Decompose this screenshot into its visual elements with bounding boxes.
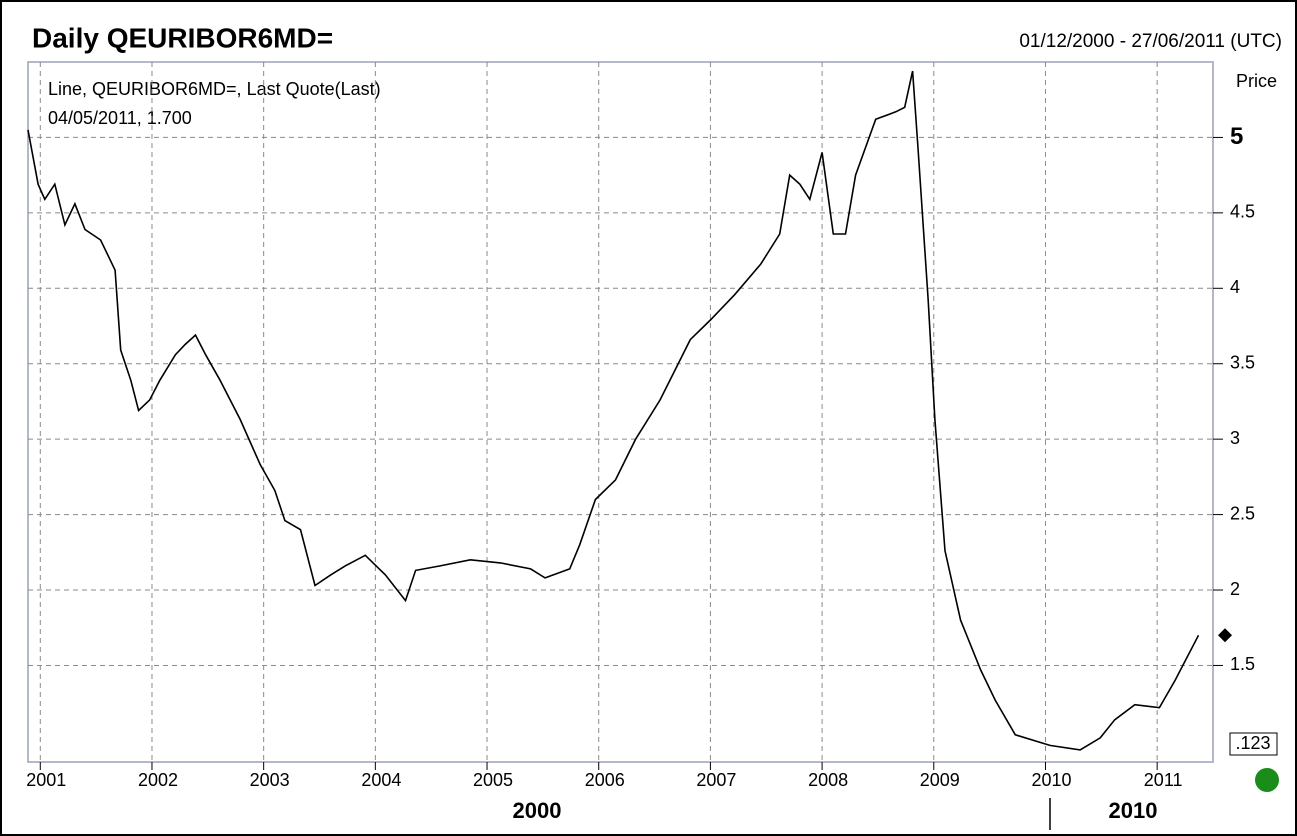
x-tick-label: 2007 bbox=[696, 770, 736, 790]
y-tick-label: 2 bbox=[1230, 579, 1240, 599]
x-tick-label: 2010 bbox=[1031, 770, 1071, 790]
era-label: 2000 bbox=[513, 798, 562, 823]
y-tick-label: 4 bbox=[1230, 277, 1240, 297]
date-range: 01/12/2000 - 27/06/2011 (UTC) bbox=[1019, 31, 1282, 52]
x-tick-label: 2001 bbox=[26, 770, 66, 790]
x-tick-label: 2003 bbox=[250, 770, 290, 790]
last-value-marker bbox=[1218, 628, 1232, 643]
chart-title: Daily QEURIBOR6MD= bbox=[32, 22, 333, 53]
y-tick-label: 5 bbox=[1230, 123, 1243, 150]
marker-box bbox=[1229, 732, 1278, 756]
plot-area bbox=[27, 61, 1214, 763]
x-tick-label: 2002 bbox=[138, 770, 178, 790]
y-tick-label: 4.5 bbox=[1230, 202, 1255, 222]
y-tick-label: 1.5 bbox=[1230, 654, 1255, 674]
x-tick-label: 2006 bbox=[585, 770, 625, 790]
legend-text: Line, QEURIBOR6MD=, Last Quote(Last) bbox=[48, 79, 381, 99]
era-label: 2010 bbox=[1109, 798, 1158, 823]
y-tick-label: 3 bbox=[1230, 428, 1240, 448]
x-tick-label: 2004 bbox=[361, 770, 401, 790]
x-tick-label: 2008 bbox=[808, 770, 848, 790]
marker-label: .123 bbox=[1235, 733, 1270, 753]
x-tick-label: 2009 bbox=[920, 770, 960, 790]
y-axis-label: Price bbox=[1236, 71, 1277, 91]
price-line bbox=[27, 70, 1200, 751]
y-tick-label: 2.5 bbox=[1230, 503, 1255, 523]
y-tick-label: 3.5 bbox=[1230, 352, 1255, 372]
last-quote: 04/05/2011, 1.700 bbox=[48, 108, 192, 128]
x-tick-label: 2011 bbox=[1144, 770, 1183, 790]
status-indicator bbox=[1255, 768, 1279, 792]
x-tick-label: 2005 bbox=[473, 770, 513, 790]
